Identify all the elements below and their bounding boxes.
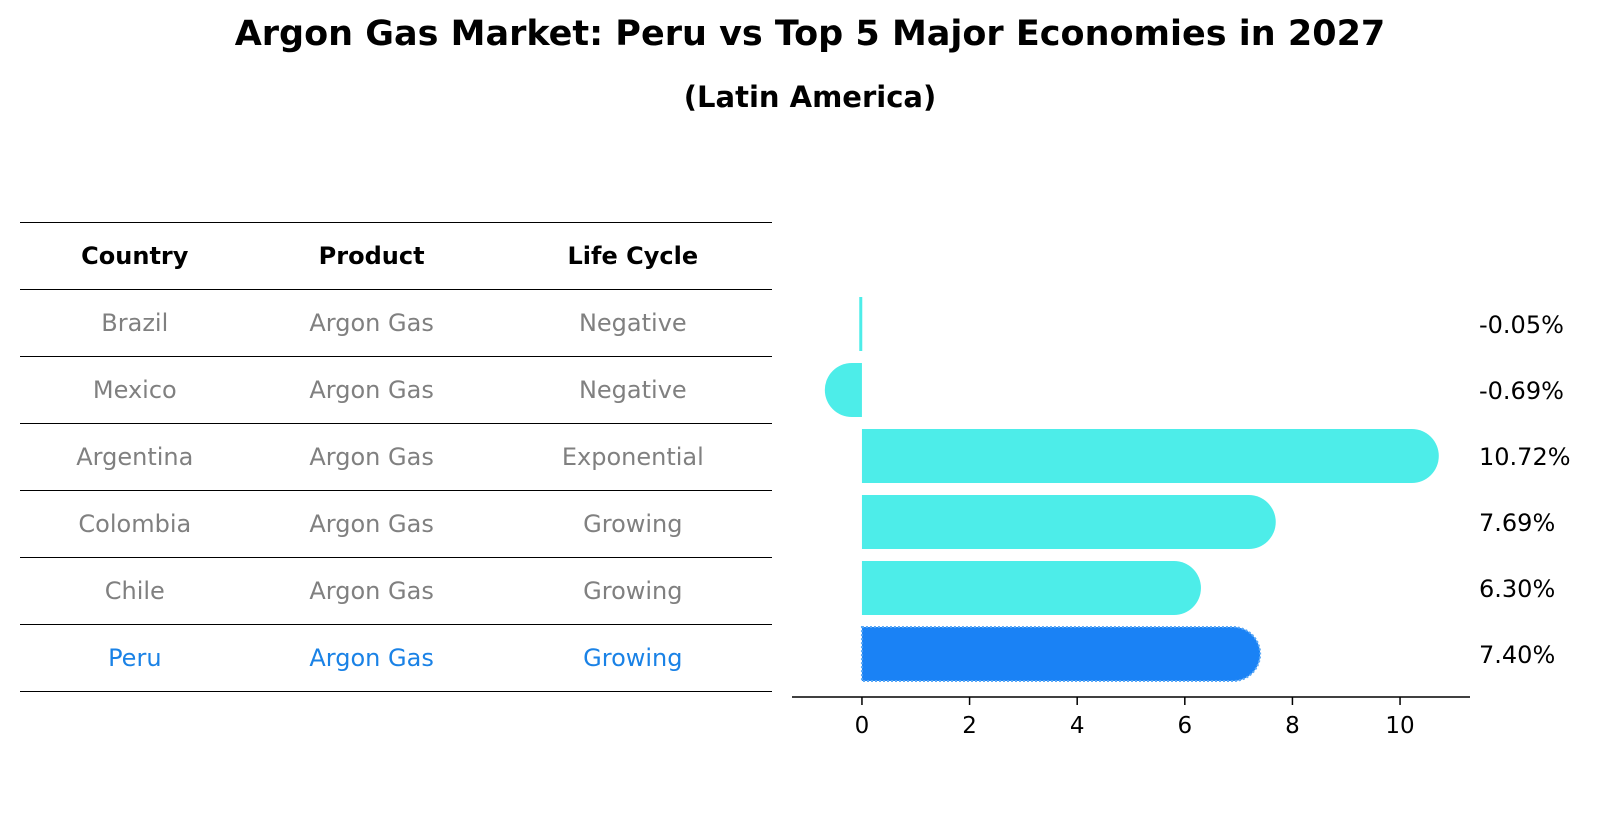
bar [861,561,1201,615]
bar-highlight [860,626,1262,682]
bar [861,495,1276,549]
x-tick-label: 10 [1385,713,1414,739]
x-tick-label: 4 [1070,713,1085,739]
x-tick-label: 0 [855,713,870,739]
cell-life-cycle: Negative [493,356,772,424]
cell-country: Peru [20,624,250,692]
cell-country: Argentina [20,423,250,491]
header-life-cycle: Life Cycle [493,222,772,290]
x-tick-label: 6 [1177,713,1192,739]
cell-life-cycle: Growing [493,624,772,692]
cell-life-cycle: Negative [493,289,772,357]
bar [861,429,1439,483]
bar-value-label: 10.72% [1479,443,1571,471]
bar-value-label: 7.69% [1479,509,1555,537]
table-row: Argentina Argon Gas Exponential [20,423,772,491]
cell-country: Brazil [20,289,250,357]
table-row: Chile Argon Gas Growing [20,557,772,625]
table-header-row: Country Product Life Cycle [20,222,772,290]
cell-life-cycle: Growing [493,557,772,625]
x-tick-label: 2 [962,713,977,739]
bar-value-label: -0.69% [1479,377,1564,405]
cell-product: Argon Gas [249,557,494,625]
cell-product: Argon Gas [249,289,494,357]
bar-value-label: -0.05% [1479,311,1564,339]
bar [824,363,862,417]
header-product: Product [249,222,494,290]
cell-product: Argon Gas [249,356,494,424]
bar-value-label: 6.30% [1479,575,1555,603]
cell-life-cycle: Growing [493,490,772,558]
table-row: Brazil Argon Gas Negative [20,289,772,357]
header-country: Country [20,222,250,290]
cell-product: Argon Gas [249,423,494,491]
table-row: Mexico Argon Gas Negative [20,356,772,424]
chart-subtitle: (Latin America) [683,80,937,114]
country-table: Country Product Life Cycle Brazil Argon … [20,222,772,692]
cell-country: Mexico [20,356,250,424]
chart-title: Argon Gas Market: Peru vs Top 5 Major Ec… [234,14,1386,54]
cell-product: Argon Gas [249,624,494,692]
cell-life-cycle: Exponential [493,423,772,491]
bar [859,297,863,351]
table-row: Colombia Argon Gas Growing [20,490,772,558]
x-tick-label: 8 [1285,713,1300,739]
cell-product: Argon Gas [249,490,494,558]
table-row-highlight: Peru Argon Gas Growing [20,624,772,692]
cell-country: Colombia [20,490,250,558]
cell-country: Chile [20,557,250,625]
bar-value-label: 7.40% [1479,641,1555,669]
